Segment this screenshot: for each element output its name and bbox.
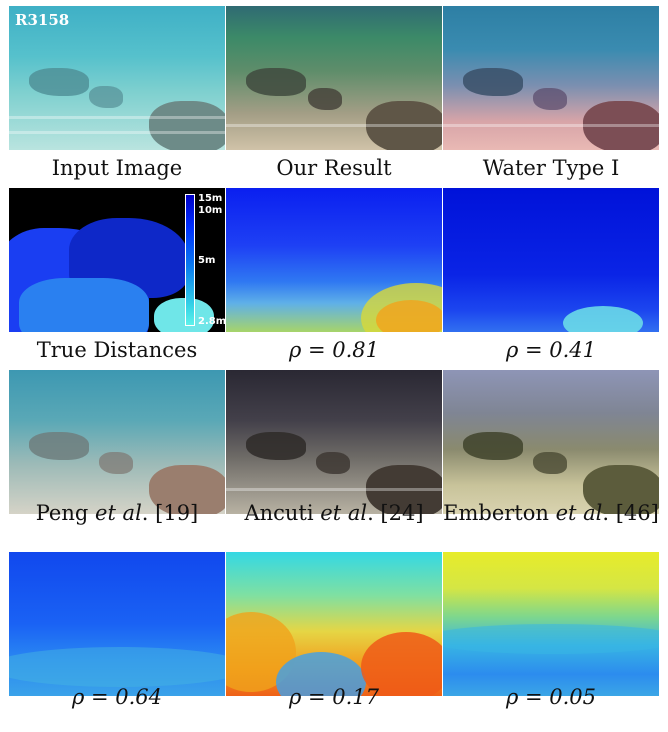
depth-region bbox=[563, 306, 643, 332]
depth-region bbox=[443, 624, 659, 654]
rock bbox=[366, 465, 442, 514]
colorbar-label: 15m bbox=[198, 193, 223, 204]
colorbar-label: 2.8m bbox=[198, 316, 225, 327]
rock bbox=[533, 452, 567, 474]
sand-ripple bbox=[9, 131, 225, 134]
peng-depth-map bbox=[9, 552, 225, 696]
water-type-i-depth-map bbox=[443, 188, 659, 332]
true-distances-map: 15m 10m 5m 2.8m bbox=[9, 188, 225, 332]
sand-ripple bbox=[226, 124, 442, 127]
rock bbox=[99, 452, 133, 474]
peng-result-panel bbox=[9, 370, 225, 514]
caption-ancuti: Ancuti et al. [24] bbox=[226, 500, 442, 526]
input-image-panel: R3158 bbox=[9, 6, 225, 150]
emberton-result-panel bbox=[443, 370, 659, 514]
rock bbox=[308, 88, 342, 110]
depth-region bbox=[9, 647, 225, 687]
rock bbox=[583, 101, 659, 150]
rock bbox=[246, 68, 306, 96]
caption-author: Emberton bbox=[443, 501, 549, 525]
scene-id-label: R3158 bbox=[15, 11, 70, 29]
sand-ripple bbox=[443, 124, 659, 127]
caption-true-distances: True Distances bbox=[36, 338, 198, 362]
caption-ref: . [46] bbox=[602, 501, 659, 525]
depth-region bbox=[19, 278, 149, 332]
colorbar-label: 10m bbox=[198, 205, 223, 216]
caption-rho-peng: ρ = 0.64 bbox=[71, 685, 163, 709]
depth-region bbox=[376, 300, 442, 332]
caption-etal: et al bbox=[555, 501, 603, 525]
caption-author: Ancuti bbox=[244, 501, 314, 525]
ancuti-depth-map bbox=[226, 552, 442, 696]
rock bbox=[149, 101, 225, 150]
caption-our-result: Our Result bbox=[276, 156, 392, 180]
caption-ref: . [24] bbox=[367, 501, 424, 525]
emberton-depth-map bbox=[443, 552, 659, 696]
caption-rho-ancuti: ρ = 0.17 bbox=[288, 685, 380, 709]
caption-peng: Peng et al. [19] bbox=[9, 500, 225, 526]
water-type-i-panel bbox=[443, 6, 659, 150]
caption-rho-emberton: ρ = 0.05 bbox=[505, 685, 597, 709]
caption-rho-our-result: ρ = 0.81 bbox=[288, 338, 380, 362]
rock bbox=[583, 465, 659, 514]
colorbar-label: 5m bbox=[198, 255, 216, 266]
caption-etal: et al bbox=[320, 501, 368, 525]
rock bbox=[533, 88, 567, 110]
depth-region bbox=[361, 632, 442, 696]
our-result-panel bbox=[226, 6, 442, 150]
caption-emberton: Emberton et al. [46] bbox=[443, 500, 659, 526]
depth-region bbox=[276, 652, 366, 696]
rock bbox=[463, 432, 523, 460]
caption-rho-water-type-i: ρ = 0.41 bbox=[505, 338, 597, 362]
rock bbox=[246, 432, 306, 460]
rock bbox=[463, 68, 523, 96]
rock bbox=[89, 86, 123, 108]
rock bbox=[316, 452, 350, 474]
our-depth-map bbox=[226, 188, 442, 332]
rock bbox=[29, 432, 89, 460]
rock bbox=[366, 101, 442, 150]
depth-region bbox=[154, 298, 214, 332]
caption-author: Peng bbox=[35, 501, 89, 525]
rock bbox=[29, 68, 89, 96]
depth-colorbar bbox=[185, 194, 195, 326]
caption-water-type-i: Water Type I bbox=[482, 156, 620, 180]
caption-etal: et al bbox=[95, 501, 142, 525]
sand-ripple bbox=[226, 488, 442, 491]
caption-input-image: Input Image bbox=[51, 156, 183, 180]
rock bbox=[149, 465, 225, 514]
caption-ref: . [19] bbox=[141, 501, 199, 525]
sand-ripple bbox=[9, 116, 225, 119]
ancuti-result-panel bbox=[226, 370, 442, 514]
